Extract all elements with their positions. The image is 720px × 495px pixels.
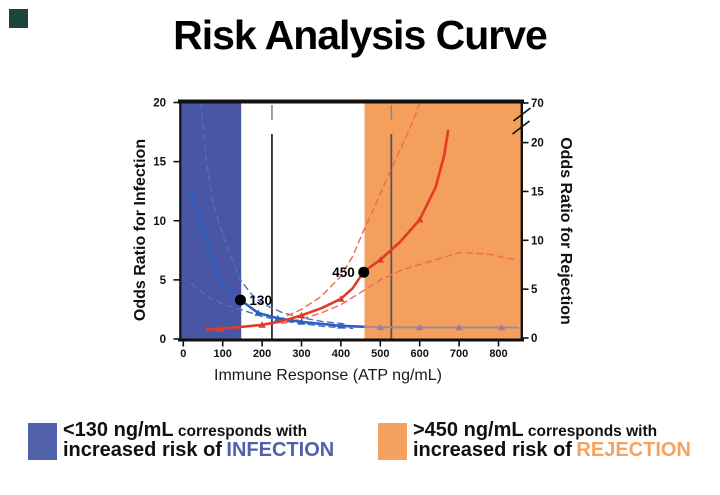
rejection-odds-marker xyxy=(376,256,384,263)
x-tick-label: 600 xyxy=(411,348,429,360)
infection-legend-text: <130 ng/mL corresponds with increased ri… xyxy=(63,419,335,461)
x-tick-label: 400 xyxy=(332,348,350,360)
rejection-threshold-value: >450 ng/mL xyxy=(413,419,524,441)
infection-odds-marker xyxy=(219,281,227,288)
rejection-odds xyxy=(205,129,450,331)
rejection-odds-marker xyxy=(258,321,266,328)
rejection-legend-text: >450 ng/mL corresponds with increased ri… xyxy=(413,419,691,461)
threshold-dot-label-130: 130 xyxy=(249,293,272,308)
x-axis-title: Immune Response (ATP ng/mL) xyxy=(214,367,442,384)
right-y-tick-label: 20 xyxy=(531,138,544,150)
infection-odds-marker xyxy=(199,226,207,234)
left-y-tick-label: 5 xyxy=(160,275,167,287)
infection-odds-faded-tail xyxy=(363,325,520,329)
left-y-tick-label: 0 xyxy=(160,334,166,346)
infection-risk-word: INFECTION xyxy=(226,439,335,461)
infection-line2: increased risk of xyxy=(63,439,222,461)
threshold-dots: 130 450 xyxy=(234,265,370,308)
infection-qualifier: corresponds with xyxy=(173,423,308,440)
odds-ratio-curves xyxy=(187,101,520,332)
rejection-odds-marker xyxy=(217,325,225,332)
left-y-axis-title: Odds Ratio for Infection xyxy=(132,139,149,321)
rejection-ci-lower xyxy=(281,252,517,325)
infection-odds-marker xyxy=(187,190,195,197)
right-y-tick-label: 70 xyxy=(531,98,544,110)
rejection-odds-marker xyxy=(337,295,345,302)
x-tick-label: 700 xyxy=(450,348,468,360)
infection-odds-faded-tail-marker xyxy=(416,323,424,331)
rejection-color-swatch xyxy=(378,423,407,460)
axis-break-slash xyxy=(512,120,530,135)
rejection-risk-region xyxy=(364,100,522,340)
rejection-odds-marker xyxy=(416,216,424,223)
infection-odds-marker xyxy=(254,309,262,316)
threshold-dot-450 xyxy=(358,266,370,278)
rejection-ci-upper xyxy=(277,103,421,321)
infection-color-swatch xyxy=(28,423,57,460)
infection-ci-upper xyxy=(200,101,346,325)
axes-frame xyxy=(178,99,531,342)
shaded-regions xyxy=(180,100,522,340)
infection-odds-marker xyxy=(297,318,306,325)
infection-odds-faded-tail-marker xyxy=(455,324,463,331)
x-tick-label: 500 xyxy=(371,348,389,360)
rejection-qualifier: corresponds with xyxy=(523,423,658,440)
infection-odds-faded-tail-marker xyxy=(376,323,384,331)
x-tick-label: 300 xyxy=(292,348,310,360)
legend-item-infection: <130 ng/mL corresponds with increased ri… xyxy=(28,419,335,461)
left-y-tick-label: 15 xyxy=(153,157,166,169)
x-tick-label: 800 xyxy=(489,348,507,360)
infection-threshold-value: <130 ng/mL xyxy=(63,419,174,441)
threshold-vlines xyxy=(271,105,393,339)
axis-break-slash xyxy=(513,107,531,122)
infection-risk-region xyxy=(180,100,242,340)
infection-odds-marker xyxy=(274,314,282,322)
right-y-tick-label: 15 xyxy=(531,186,544,198)
infection-odds-faded-tail-marker xyxy=(497,324,506,331)
x-tick-label: 0 xyxy=(180,348,186,360)
x-tick-label: 200 xyxy=(253,348,271,360)
left-y-tick-label: 10 xyxy=(153,216,166,228)
left-y-tick-label: 20 xyxy=(153,98,166,110)
right-y-axis-title: Odds Ratio for Rejection xyxy=(557,137,574,325)
rejection-line2: increased risk of xyxy=(413,439,572,461)
x-tick-label: 100 xyxy=(214,348,232,360)
axis-ticks-and-labels: 0 100 200 300 400 500 600 700 800051015200510152… xyxy=(153,98,544,361)
infection-odds xyxy=(189,192,366,329)
infection-ci-lower xyxy=(190,282,354,330)
page-title: Risk Analysis Curve xyxy=(173,12,548,58)
right-y-tick-label: 5 xyxy=(531,284,538,296)
infection-odds-marker xyxy=(337,322,345,329)
rejection-risk-word: REJECTION xyxy=(576,439,691,461)
legend-item-rejection: >450 ng/mL corresponds with increased ri… xyxy=(378,419,691,461)
corner-logo-square xyxy=(9,9,28,28)
right-y-tick-label: 10 xyxy=(531,235,544,247)
threshold-dot-130 xyxy=(234,294,246,306)
threshold-dot-label-450: 450 xyxy=(332,265,355,280)
rejection-odds-marker xyxy=(297,311,306,319)
right-y-tick-label: 0 xyxy=(531,333,537,345)
